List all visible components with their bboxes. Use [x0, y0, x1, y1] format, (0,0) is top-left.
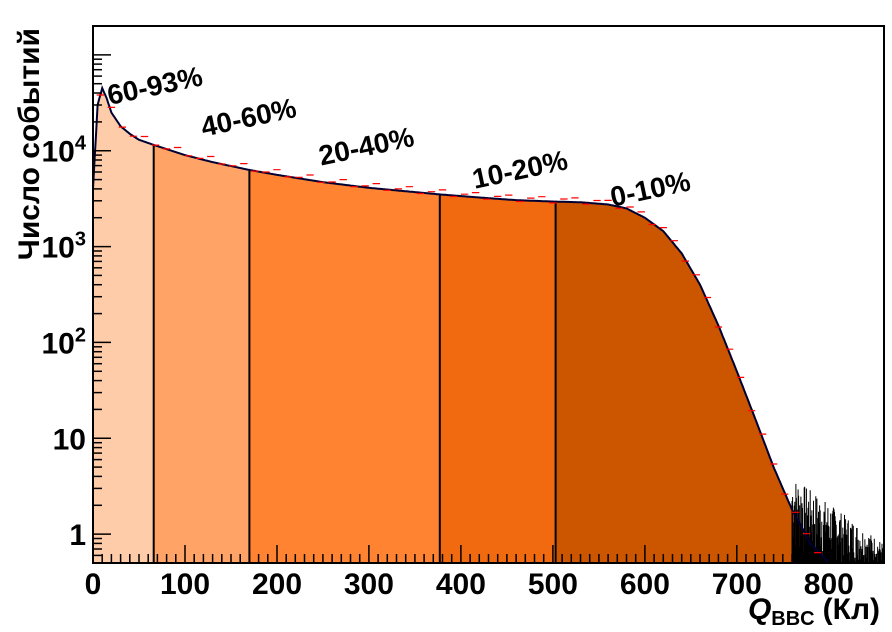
y-axis-ticks: 1 10 102 103 104: [42, 25, 111, 564]
distribution-line: [92, 85, 830, 564]
y-tick-label: 10: [53, 423, 86, 456]
class-label-4: 0-10%: [608, 165, 694, 212]
y-tick-label: 103: [42, 229, 87, 265]
tail-noise-spikes: [791, 483, 885, 563]
class-fill-2: [249, 169, 440, 563]
class-fill-4: [555, 201, 829, 563]
y-tick-label: 102: [42, 324, 87, 360]
x-tick-label: 200: [252, 568, 302, 601]
class-fills: [93, 88, 829, 563]
x-tick-label: 400: [436, 568, 486, 601]
class-fill-3: [439, 194, 556, 563]
x-axis-title-sub: BBC: [771, 608, 814, 630]
class-boundaries: [152, 144, 557, 563]
class-label-3: 10-20%: [470, 144, 571, 194]
x-tick-label: 100: [160, 568, 210, 601]
data-histogram-markers: [96, 94, 822, 554]
class-fill-1: [153, 144, 250, 563]
x-tick-label: 300: [344, 568, 394, 601]
class-fill-0: [93, 88, 154, 563]
x-axis-title-main: Q: [748, 593, 771, 626]
x-axis-title-unit: (Кл): [823, 593, 880, 626]
class-label-1: 40-60%: [198, 92, 299, 142]
x-tick-label: 0: [85, 568, 102, 601]
y-axis-title: Число событий: [13, 28, 46, 260]
tail-noise: [791, 483, 885, 563]
x-tick-label: 600: [620, 568, 670, 601]
x-axis-ticks: 0 100 200 300 400 500 600 700 800: [85, 545, 885, 601]
y-tick-label: 104: [42, 133, 87, 169]
class-label-2: 20-40%: [316, 121, 417, 171]
x-tick-label: 800: [804, 568, 854, 601]
y-tick-label: 1: [69, 519, 86, 552]
x-tick-label: 700: [712, 568, 762, 601]
x-tick-label: 500: [528, 568, 578, 601]
class-label-0: 60-93%: [104, 60, 205, 110]
x-axis-title: QBBC (Кл): [748, 593, 880, 630]
